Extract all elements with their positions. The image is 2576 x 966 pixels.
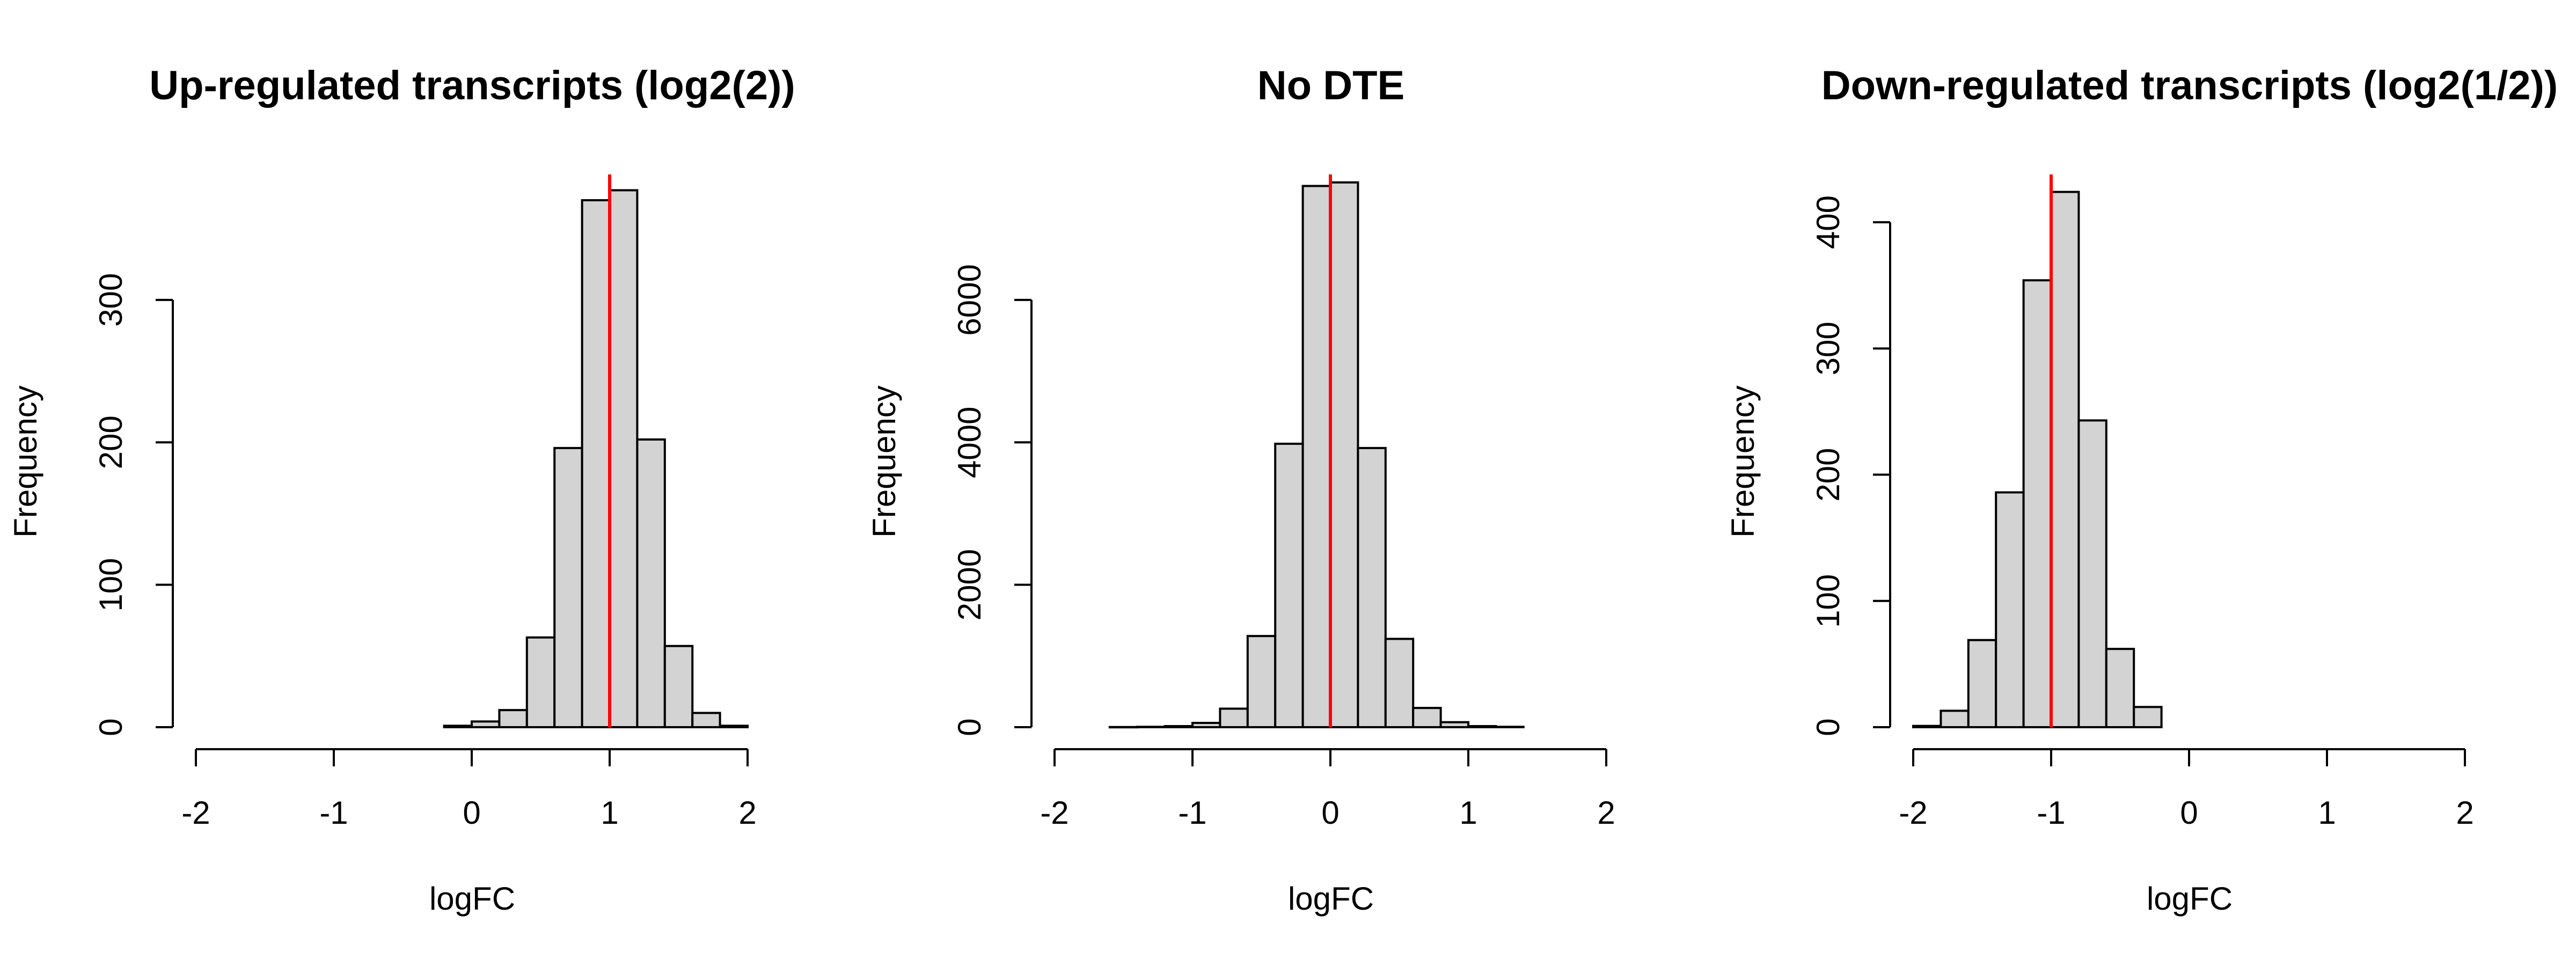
y-tick-label: 2000 [952, 549, 987, 620]
histogram-bar [1246, 635, 1277, 728]
histogram-bar [2105, 648, 2135, 728]
histogram-bar [525, 636, 556, 729]
histogram-bar [1967, 639, 1997, 729]
histogram-bar [498, 709, 528, 728]
x-tick-label: 1 [1459, 795, 1477, 831]
x-tick-label: 1 [2318, 795, 2336, 831]
x-axis-label: logFC [1288, 881, 1374, 917]
histogram-bar [1191, 722, 1221, 728]
panel-up-regulated: Up-regulated transcripts (log2(2)) logFC… [8, 63, 795, 917]
x-axis: -2 -1 0 1 2 [1899, 748, 2474, 831]
x-tick-label: -2 [1899, 795, 1927, 831]
panel-no-dte: No DTE logFC Frequency -2 -1 0 1 2 0 2000 4000… [866, 63, 1615, 917]
histogram-bar [1163, 725, 1194, 729]
histogram-bar [691, 712, 721, 729]
x-tick-label: 2 [2456, 795, 2473, 831]
histogram-bar [636, 438, 666, 728]
y-tick-label: 0 [1810, 718, 1846, 736]
y-tick-label: 4000 [952, 406, 987, 478]
histogram-bar [1274, 442, 1304, 728]
y-tick-label: 300 [1810, 321, 1846, 375]
y-axis: 0 2000 4000 6000 [952, 264, 1033, 736]
x-tick-label: 1 [601, 795, 618, 831]
histogram-bar [471, 720, 501, 729]
x-axis: -2 -1 0 1 2 [1040, 748, 1615, 831]
histogram-bar [1995, 491, 2025, 729]
x-tick-label: -1 [2037, 795, 2065, 831]
histogram-bar [1412, 707, 1442, 729]
histogram-bar [1912, 724, 1942, 728]
x-tick-label: -1 [319, 795, 348, 831]
histogram-bar [443, 724, 473, 729]
y-axis-label: Frequency [1725, 385, 1761, 537]
x-tick-label: -1 [1178, 795, 1206, 831]
x-tick-label: 2 [738, 795, 756, 831]
panel-down-regulated: Down-regulated transcripts (log2(1/2)) l… [1725, 63, 2558, 917]
histogram-bar [1219, 707, 1249, 728]
x-axis-label: logFC [2147, 881, 2233, 917]
histogram-bar [2022, 279, 2053, 728]
histogram-bar [663, 645, 694, 728]
y-tick-label: 0 [93, 718, 129, 736]
y-tick-label: 300 [93, 273, 129, 327]
x-axis-label: logFC [429, 881, 515, 917]
histogram-bar [1108, 726, 1139, 729]
chart-title: No DTE [1257, 63, 1404, 108]
histogram-bar [1439, 721, 1470, 729]
y-axis: 0 100 200 300 400 [1810, 195, 1891, 736]
y-tick-label: 200 [1810, 448, 1846, 501]
bars [443, 189, 749, 729]
x-tick-label: -2 [181, 795, 210, 831]
x-tick-label: 0 [1321, 795, 1339, 831]
y-axis-label: Frequency [866, 385, 902, 537]
y-axis-label: Frequency [8, 385, 43, 537]
histogram-bar [1329, 181, 1359, 728]
histogram-bar [2050, 191, 2080, 728]
x-tick-label: -2 [1040, 795, 1069, 831]
bars [1108, 181, 1525, 729]
y-tick-label: 100 [93, 558, 129, 612]
histogram-bar [719, 724, 749, 729]
chart-title: Down-regulated transcripts (log2(1/2)) [1821, 63, 2558, 108]
y-axis: 0 100 200 300 [93, 273, 174, 736]
bars [1912, 191, 2163, 729]
histogram-bar [1384, 638, 1415, 729]
histogram-bar [609, 189, 639, 728]
y-tick-label: 6000 [952, 264, 987, 335]
y-tick-label: 0 [952, 718, 987, 736]
y-tick-label: 100 [1810, 574, 1846, 628]
histogram-bar [581, 199, 611, 729]
histogram-bar [1357, 447, 1387, 728]
chart-title: Up-regulated transcripts (log2(2)) [149, 63, 795, 108]
histogram-bar [1301, 185, 1332, 728]
y-tick-label: 400 [1810, 195, 1846, 249]
x-tick-label: 0 [2180, 795, 2198, 831]
histogram-bar [553, 447, 583, 728]
histogram-bar [2077, 419, 2107, 728]
histogram-bar [2133, 706, 2163, 729]
histogram-bar [1467, 725, 1497, 729]
y-tick-label: 200 [93, 415, 129, 469]
histogram-bar [1940, 709, 1970, 728]
x-axis: -2 -1 0 1 2 [181, 748, 757, 831]
x-tick-label: 2 [1597, 795, 1615, 831]
x-tick-label: 0 [463, 795, 480, 831]
